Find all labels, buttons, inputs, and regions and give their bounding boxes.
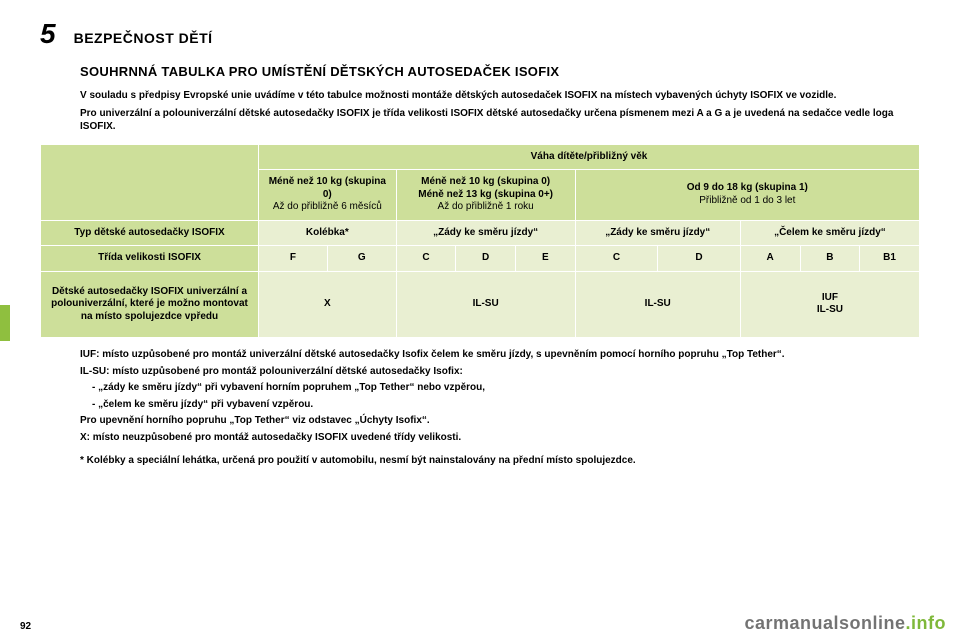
note-li2: - „čelem ke směru jízdy“ při vybavení vz…: [80, 398, 920, 412]
cell-g: G: [327, 246, 396, 272]
side-tab: [0, 305, 10, 341]
cell-iuf-ilsu: IUF IL-SU: [740, 271, 919, 338]
note-iuf: IUF: místo uzpůsobené pro montáž univerz…: [80, 348, 920, 362]
row-size-class-label: Třída velikosti ISOFIX: [41, 246, 259, 272]
cell-b1: B1: [860, 246, 920, 272]
col-group-0plus: Méně než 10 kg (skupina 0) Méně než 13 k…: [396, 170, 575, 221]
watermark: carmanualsonline.info: [744, 613, 946, 634]
row-isofix-mount-label: Dětské autosedačky ISOFIX univerzální a …: [41, 271, 259, 338]
cell-rear2: „Zády ke směru jízdy“: [575, 220, 740, 246]
watermark-info: .info: [906, 613, 947, 633]
cell-a: A: [740, 246, 800, 272]
main-heading: SOUHRNNÁ TABULKA PRO UMÍSTĚNÍ DĚTSKÝCH A…: [80, 64, 920, 79]
cell-d2: D: [658, 246, 741, 272]
note-link: Pro upevnění horního popruhu „Top Tether…: [80, 414, 920, 428]
page-footer-number: 92: [20, 621, 31, 632]
row-seat-type-label: Typ dětské autosedačky ISOFIX: [41, 220, 259, 246]
note-x: X: místo neuzpůsobené pro montáž autosed…: [80, 431, 920, 445]
cell-c2: C: [575, 246, 658, 272]
cell-x: X: [259, 271, 397, 338]
cell-e: E: [515, 246, 575, 272]
note-star: * Kolébky a speciální lehátka, určená pr…: [80, 454, 920, 468]
cell-rear1: „Zády ke směru jízdy“: [396, 220, 575, 246]
note-ilsu: IL-SU: místo uzpůsobené pro montáž polou…: [80, 365, 920, 379]
notes-block: IUF: místo uzpůsobené pro montáž univerz…: [80, 348, 920, 468]
header: 5 BEZPEČNOST DĚTÍ: [40, 18, 920, 50]
section-title: BEZPEČNOST DĚTÍ: [74, 30, 213, 46]
intro-text-1: V souladu s předpisy Evropské unie uvádí…: [80, 89, 920, 103]
watermark-text: carmanualsonline: [744, 613, 905, 633]
cell-d: D: [456, 246, 516, 272]
cell-ilsu1: IL-SU: [396, 271, 575, 338]
weight-header: Váha dítěte/přibližný věk: [259, 144, 920, 170]
cell-ilsu2: IL-SU: [575, 271, 740, 338]
cell-c: C: [396, 246, 456, 272]
cell-kolebka: Kolébka*: [259, 220, 397, 246]
page: 5 BEZPEČNOST DĚTÍ SOUHRNNÁ TABULKA PRO U…: [0, 0, 960, 468]
isofix-table: Váha dítěte/přibližný věk Méně než 10 kg…: [40, 144, 920, 339]
intro-text-2: Pro univerzální a polouniverzální dětské…: [80, 107, 920, 134]
col-group-0: Méně než 10 kg (skupina 0) Až do přibliž…: [259, 170, 397, 221]
col-group-1: Od 9 do 18 kg (skupina 1) Přibližně od 1…: [575, 170, 919, 221]
chapter-number: 5: [40, 18, 56, 50]
cell-b: B: [800, 246, 860, 272]
note-li1: - „zády ke směru jízdy“ při vybavení hor…: [80, 381, 920, 395]
empty-corner: [41, 144, 259, 220]
cell-f: F: [259, 246, 328, 272]
cell-forward: „Čelem ke směru jízdy“: [740, 220, 919, 246]
